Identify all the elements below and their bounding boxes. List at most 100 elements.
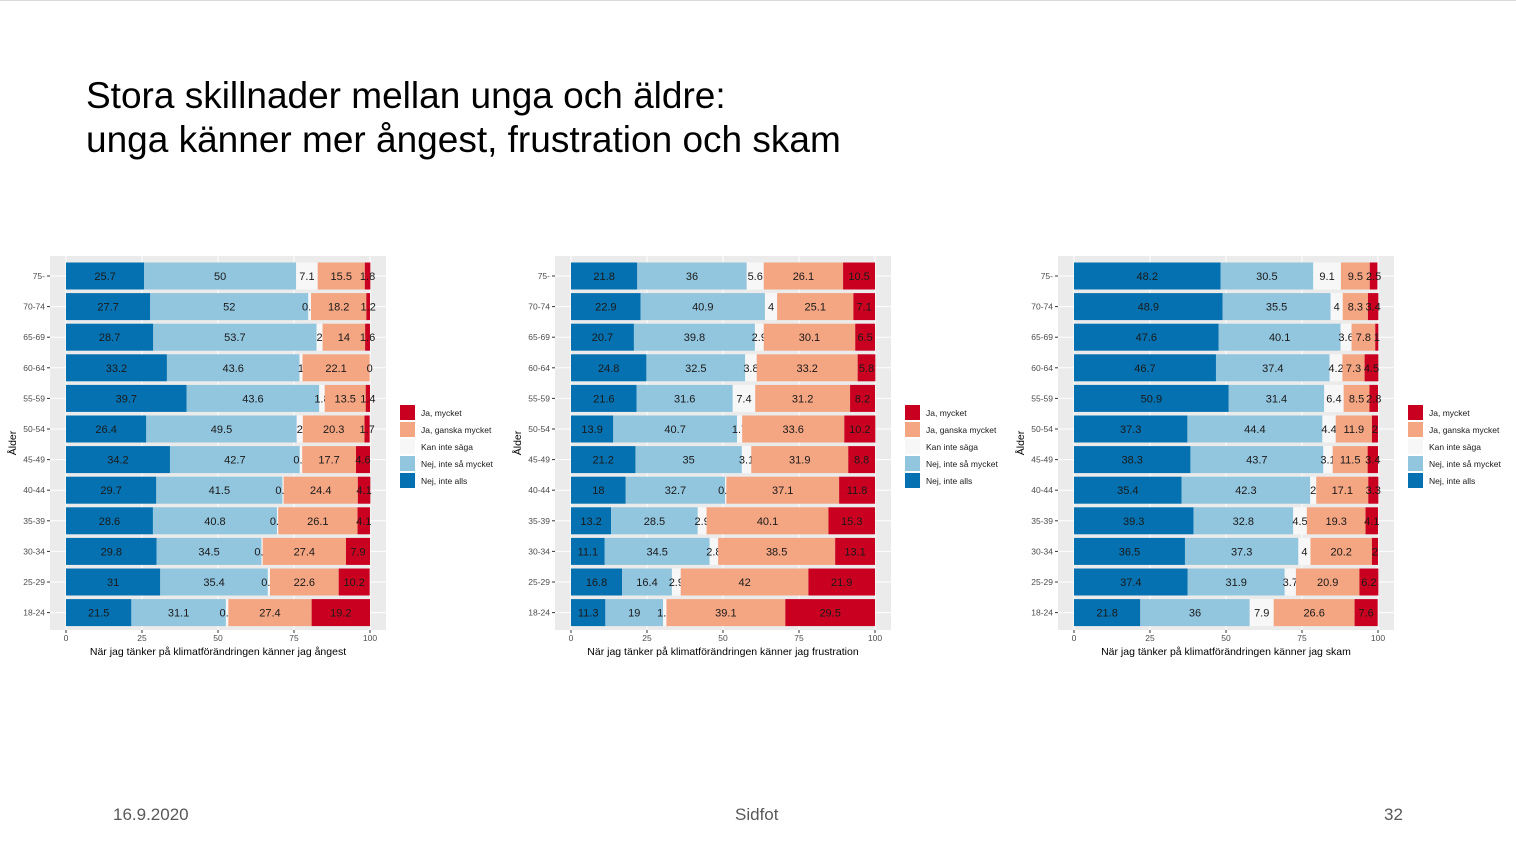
data-label-nej-inte-sa-mycket: 35 <box>683 455 695 467</box>
x-tick-label: 75 <box>794 633 804 643</box>
bar-ja-mycket <box>345 537 370 565</box>
bar-kan-inte-saga <box>1323 446 1333 474</box>
data-label-ja-ganska-mycket: 11.5 <box>1340 455 1361 467</box>
legend-label-kan-inte-saga: Kan inte säga <box>926 442 978 452</box>
bar-nej-inte-alls <box>66 323 154 351</box>
legend-key-nej-inte-alls <box>905 473 920 488</box>
bar-ja-ganska-mycket <box>1340 262 1370 290</box>
data-label-nej-inte-sa-mycket: 44.4 <box>1244 424 1265 436</box>
bar-nej-inte-sa-mycket <box>1140 599 1250 627</box>
data-label-ja-ganska-mycket: 17.7 <box>318 455 339 467</box>
x-tick-label: 25 <box>137 633 147 643</box>
data-label-ja-ganska-mycket: 19.3 <box>1325 516 1346 528</box>
bar-kan-inte-saga <box>754 323 764 351</box>
bar-nej-inte-sa-mycket <box>1218 323 1341 351</box>
footer-date: 16.9.2020 <box>113 805 189 824</box>
data-label-ja-mycket: 10.5 <box>848 271 869 283</box>
bar-ja-ganska-mycket <box>228 599 312 627</box>
data-label-nej-inte-alls: 50.9 <box>1141 393 1162 405</box>
data-label-nej-inte-sa-mycket: 37.3 <box>1231 546 1252 558</box>
bar-ja-ganska-mycket <box>1342 354 1365 382</box>
bar-nej-inte-alls <box>571 507 612 535</box>
data-label-ja-ganska-mycket: 7.3 <box>1346 363 1361 375</box>
chart-frustration-svg: 21.8 36 5.6 26.1 10.5 75- 22.9 40.9 4 25.1 7.1 70-7… <box>511 256 998 658</box>
bar-nej-inte-alls <box>1074 262 1221 290</box>
bar-ja-mycket <box>1367 446 1378 474</box>
bar-nej-inte-sa-mycket <box>1222 293 1331 321</box>
bar-nej-inte-alls <box>571 354 647 382</box>
data-label-ja-ganska-mycket: 8.5 <box>1349 393 1364 405</box>
y-tick-label: 18-24 <box>23 608 45 618</box>
data-label-nej-inte-alls: 11.3 <box>578 608 599 620</box>
data-label-ja-mycket: 1.2 <box>361 302 376 314</box>
bar-nej-inte-alls <box>571 293 641 321</box>
bar-ja-mycket <box>356 446 370 474</box>
y-tick-label: 30-34 <box>23 546 45 556</box>
y-tick-label: 50-54 <box>23 424 45 434</box>
bar-ja-mycket <box>843 262 875 290</box>
bar-nej-inte-sa-mycket <box>1187 415 1323 443</box>
data-label-ja-ganska-mycket: 8.3 <box>1348 302 1363 314</box>
bar-ja-mycket <box>1368 476 1379 504</box>
data-label-ja-mycket: 3.4 <box>1365 455 1380 467</box>
bar-kan-inte-saga <box>296 415 303 443</box>
bar-ja-mycket <box>1359 568 1379 596</box>
y-tick-label: 60-64 <box>1031 363 1053 373</box>
data-label-nej-inte-alls: 21.6 <box>593 393 614 405</box>
data-label-nej-inte-sa-mycket: 36 <box>1189 608 1201 620</box>
data-label-ja-mycket: 1.4 <box>360 393 375 405</box>
bar-nej-inte-sa-mycket <box>1181 476 1311 504</box>
y-tick-label: 45-49 <box>1031 455 1053 465</box>
bar-nej-inte-alls <box>1074 415 1188 443</box>
data-label-nej-inte-sa-mycket: 19 <box>628 608 640 620</box>
data-label-ja-mycket: 13.1 <box>844 546 865 558</box>
bar-ja-mycket <box>853 293 875 321</box>
y-tick-label: 60-64 <box>528 363 550 373</box>
data-label-kan-inte-saga: 3.1 <box>739 455 754 467</box>
bar-ja-ganska-mycket <box>269 568 339 596</box>
data-label-ja-mycket: 2.8 <box>1366 393 1381 405</box>
data-label-nej-inte-alls: 48.9 <box>1138 302 1159 314</box>
bar-ja-ganska-mycket <box>1342 293 1368 321</box>
legend-key-nej-inte-alls <box>400 473 415 488</box>
data-label-kan-inte-saga: 1 <box>298 363 304 375</box>
chart-skam-svg: 48.2 30.5 9.1 9.5 2.575-48.9 35.5 4 8.3 3.470-74… <box>1014 256 1501 658</box>
bar-ja-mycket <box>1367 293 1379 321</box>
bar-ja-ganska-mycket <box>1306 507 1366 535</box>
bar-nej-inte-sa-mycket <box>636 384 733 412</box>
bar-ja-mycket <box>835 537 875 565</box>
data-label-ja-ganska-mycket: 11.9 <box>1344 424 1365 436</box>
data-label-ja-mycket: 4.6 <box>355 455 370 467</box>
data-label-ja-mycket: 5.8 <box>859 363 874 375</box>
bar-ja-ganska-mycket <box>726 476 840 504</box>
chart-angest: 25.7 50 7.1 15.5 1.8 75- 27.7 52 0.9 18.2 1.2 70-74… <box>0 252 505 672</box>
data-label-nej-inte-sa-mycket: 43.7 <box>1246 455 1267 467</box>
x-tick-label: 75 <box>289 633 299 643</box>
data-label-nej-inte-sa-mycket: 32.5 <box>685 363 706 375</box>
y-tick-label: 75- <box>33 271 45 281</box>
legend-label-kan-inte-saga: Kan inte säga <box>421 442 473 452</box>
data-label-kan-inte-saga: 2.9 <box>669 577 684 589</box>
x-tick-label: 50 <box>213 633 223 643</box>
bar-nej-inte-sa-mycket <box>622 568 672 596</box>
bar-nej-inte-sa-mycket <box>186 384 320 412</box>
data-label-ja-ganska-mycket: 17.1 <box>1332 485 1353 497</box>
data-label-ja-mycket: 19.2 <box>330 608 351 620</box>
data-label-nej-inte-alls: 39.3 <box>1123 516 1144 528</box>
data-label-nej-inte-alls: 28.6 <box>99 516 120 528</box>
slide-title-line-1: Stora skillnader mellan unga och äldre: <box>86 75 726 116</box>
x-tick-label: 25 <box>642 633 652 643</box>
legend-label-ja-ganska-mycket: Ja, ganska mycket <box>421 425 492 435</box>
data-label-ja-mycket: 29.5 <box>819 608 840 620</box>
data-label-kan-inte-saga: 2 <box>316 332 322 344</box>
data-label-nej-inte-alls: 21.5 <box>88 608 109 620</box>
bar-nej-inte-alls <box>1074 507 1194 535</box>
bar-nej-inte-alls <box>1074 599 1141 627</box>
y-tick-label: 55-59 <box>1031 393 1053 403</box>
data-label-kan-inte-saga: 2 <box>297 424 303 436</box>
legend-key-ja-mycket <box>1408 405 1423 420</box>
data-label-nej-inte-sa-mycket: 28.5 <box>644 516 665 528</box>
data-label-kan-inte-saga: 2.9 <box>695 516 710 528</box>
bar-kan-inte-saga <box>741 446 752 474</box>
data-label-ja-ganska-mycket: 26.1 <box>307 516 328 528</box>
